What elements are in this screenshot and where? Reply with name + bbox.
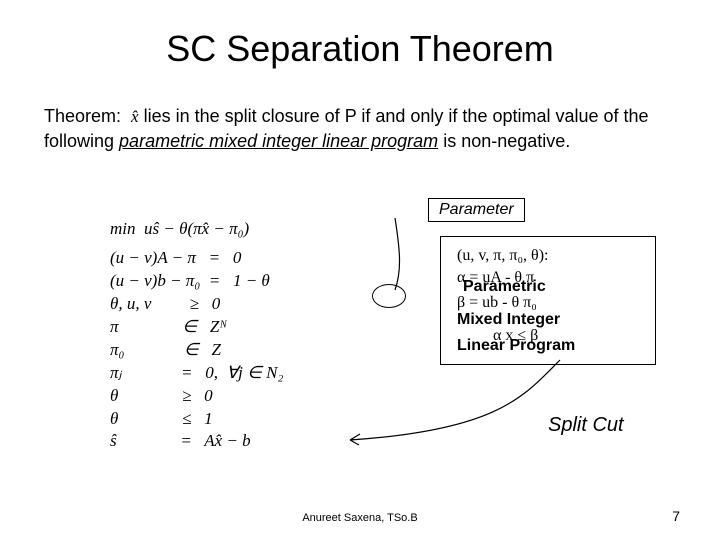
math-row: (u − v)A − π = 0 bbox=[110, 247, 283, 270]
callout-beta: β = ub - θ π₀ bbox=[457, 292, 647, 314]
parameter-label-box: Parameter bbox=[428, 198, 525, 222]
math-program: min uŝ − θ(πx̂ − π₀) (u − v)A − π = 0 (u… bbox=[110, 218, 283, 453]
theorem-statement: Theorem: x̂ lies in the split closure of… bbox=[44, 104, 664, 153]
theorem-text-2: is non-negative. bbox=[438, 131, 570, 151]
math-row: πⱼ = 0, ∀j ∈ N₂ bbox=[110, 362, 283, 385]
theta-highlight-circle bbox=[372, 284, 406, 308]
theorem-xhat: x̂ bbox=[131, 107, 139, 126]
theorem-param-phrase: parametric mixed integer linear program bbox=[119, 131, 438, 151]
math-row: θ ≤ 1 bbox=[110, 408, 283, 431]
math-row: θ ≥ 0 bbox=[110, 385, 283, 408]
callout-box: (u, v, π, π₀, θ): α = uA - θ π Parametri… bbox=[440, 236, 656, 365]
callout-alpha: α = uA - θ π bbox=[457, 267, 647, 289]
split-cut-label: Split Cut bbox=[548, 414, 624, 437]
math-row: θ, u, v ≥ 0 bbox=[110, 293, 283, 316]
arrow-splitcut-to-constraints bbox=[350, 360, 560, 445]
footer-author: Anureet Saxena, TSo.B bbox=[0, 512, 720, 524]
slide: SC Separation Theorem Theorem: x̂ lies i… bbox=[0, 0, 720, 540]
footer-page-number: 7 bbox=[672, 508, 680, 524]
math-row: ŝ = Ax̂ − b bbox=[110, 430, 283, 453]
math-row: π ∈ Zᴺ bbox=[110, 316, 283, 339]
callout-vars: (u, v, π, π₀, θ): bbox=[457, 245, 647, 267]
theorem-label: Theorem: bbox=[44, 106, 121, 126]
arrow-parameter-to-theta bbox=[395, 218, 400, 290]
math-row: (u − v)b − π₀ = 1 − θ bbox=[110, 270, 283, 293]
page-title: SC Separation Theorem bbox=[0, 28, 720, 70]
math-row: π₀ ∈ Z bbox=[110, 339, 283, 362]
callout-inequality: α x ≤ β bbox=[493, 325, 647, 347]
math-objective: min uŝ − θ(πx̂ − π₀) bbox=[110, 218, 283, 241]
